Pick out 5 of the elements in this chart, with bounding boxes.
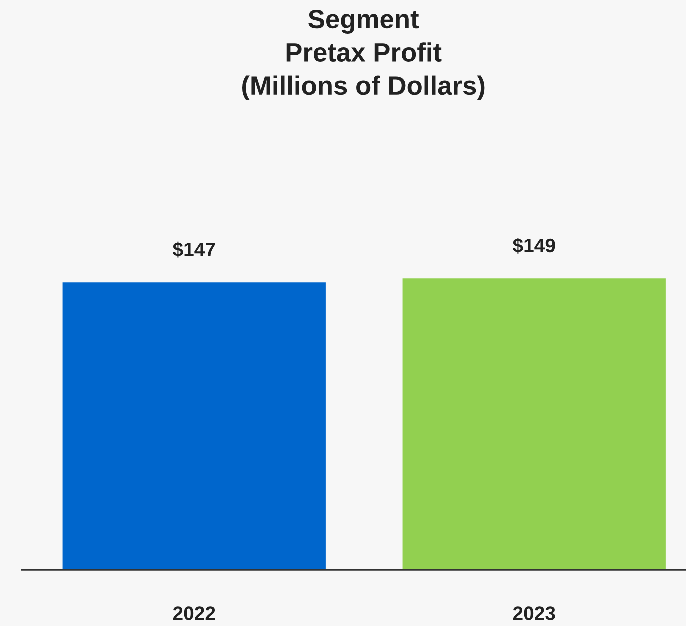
data-label: $149 bbox=[512, 238, 556, 254]
data-label: $147 bbox=[173, 242, 216, 258]
x-tick-label: 2022 bbox=[173, 606, 216, 620]
chart-title: Segment Pretax Profit (Millions of Dollars) bbox=[242, 10, 485, 100]
x-tick-label: 2023 bbox=[513, 606, 556, 620]
